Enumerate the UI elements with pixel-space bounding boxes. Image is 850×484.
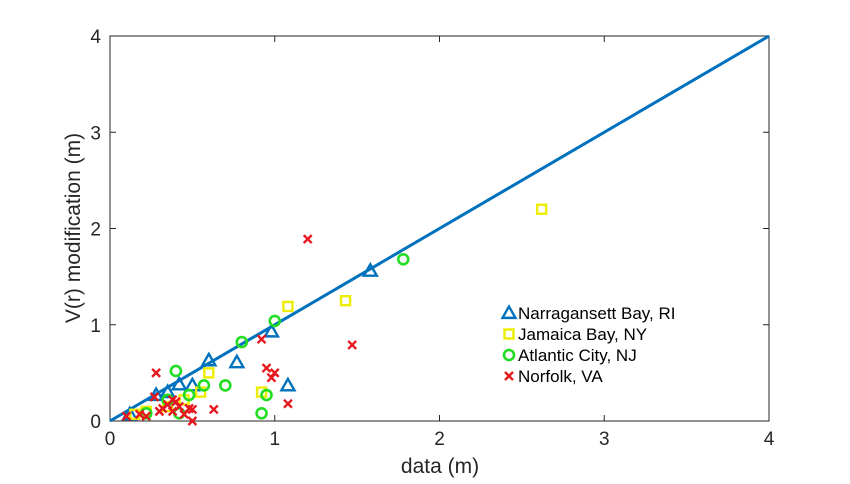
data-point (255, 406, 268, 420)
data-point (535, 203, 548, 215)
legend-label: Narragansett Bay, RI (518, 304, 675, 323)
data-point (339, 294, 352, 307)
data-point (268, 314, 282, 328)
data-point (151, 368, 161, 378)
data-point (200, 351, 218, 367)
data-point (256, 334, 267, 345)
data-point (219, 379, 232, 392)
legend-label: Jamaica Bay, NY (518, 325, 647, 344)
y-axis-label: V(r) modification (m) (62, 133, 85, 323)
x-tick-label: 0 (105, 429, 116, 450)
data-point (228, 353, 246, 369)
data-points (121, 203, 548, 426)
data-point (182, 388, 196, 402)
legend-marker (504, 371, 514, 381)
y-tick-label: 1 (90, 316, 101, 337)
data-point (283, 398, 293, 409)
data-point (167, 406, 178, 417)
data-point (149, 392, 160, 402)
y-tick-label: 3 (90, 123, 101, 144)
legend-marker (503, 328, 515, 340)
data-point (347, 340, 358, 350)
data-point (159, 383, 177, 399)
data-point (208, 404, 219, 415)
data-point (203, 367, 215, 379)
data-point (361, 261, 379, 277)
data-point (187, 404, 198, 415)
data-point (134, 409, 145, 420)
x-tick-label: 3 (599, 429, 610, 450)
data-point (121, 411, 132, 422)
y-tick-label: 2 (90, 220, 101, 241)
axis-ticks: 0 1 2 3 4 0 1 2 3 4 (90, 27, 774, 450)
data-point (170, 375, 188, 391)
data-point (197, 379, 211, 392)
data-point (187, 416, 198, 426)
data-point (169, 364, 183, 378)
legend: Narragansett Bay, RI Jamaica Bay, NY Atlan… (500, 304, 675, 386)
data-point (174, 401, 185, 412)
data-point (282, 300, 294, 313)
reference-line-group (109, 34, 770, 423)
legend-marker (500, 304, 518, 320)
legend-marker (502, 348, 516, 362)
x-axis-label: data (m) (401, 455, 479, 478)
data-point (279, 376, 297, 392)
y-tick-label: 0 (90, 412, 101, 433)
data-point (261, 363, 272, 373)
data-point (302, 234, 313, 244)
y-tick-label: 4 (90, 27, 101, 48)
series-4 (121, 234, 358, 426)
x-tick-label: 4 (764, 429, 775, 450)
x-tick-label: 1 (269, 429, 280, 450)
data-point (396, 252, 410, 266)
data-point (269, 368, 280, 378)
legend-label: Norfolk, VA (518, 367, 603, 386)
data-point (260, 388, 273, 402)
reference-line (109, 34, 770, 423)
x-tick-label: 2 (434, 429, 445, 450)
legend-label: Atlantic City, NJ (518, 346, 637, 365)
data-point (235, 335, 249, 349)
data-point (141, 411, 152, 422)
data-point (262, 322, 281, 338)
